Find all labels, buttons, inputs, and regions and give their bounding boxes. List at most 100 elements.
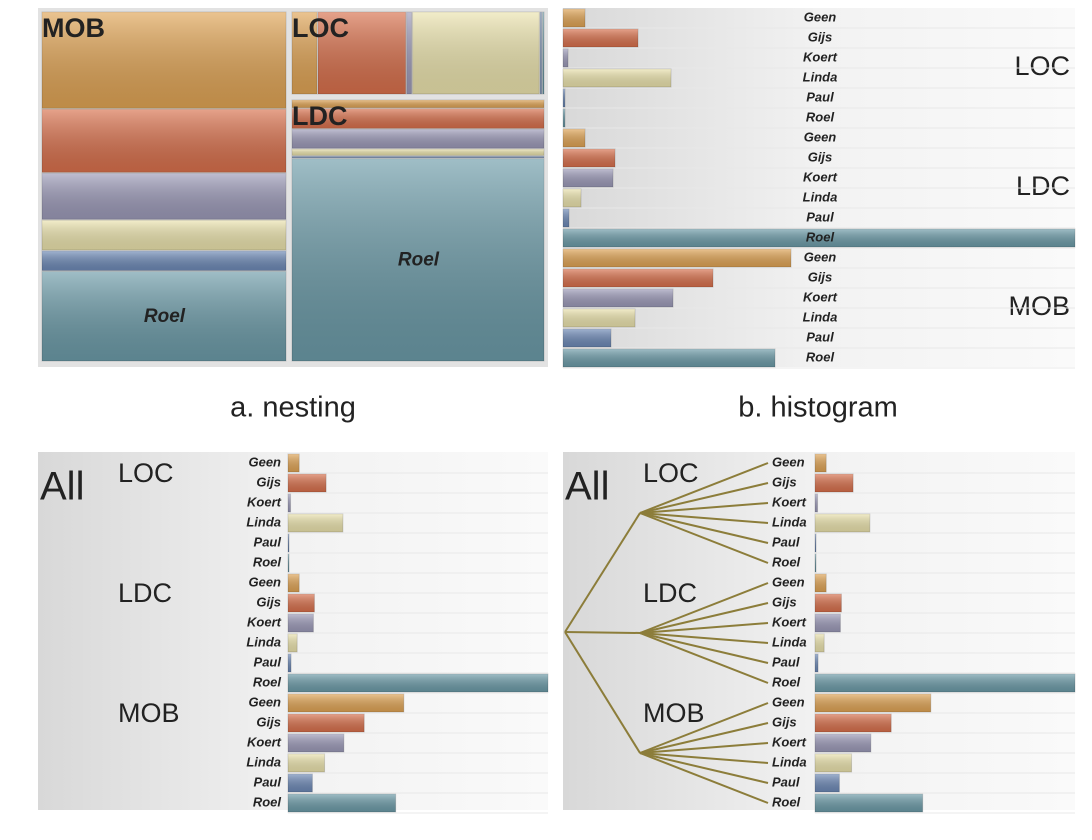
bar-shade <box>292 156 544 158</box>
bar-shade <box>815 694 931 712</box>
bar-shade <box>563 149 615 167</box>
bar-shade <box>563 289 673 307</box>
bar-shade <box>412 12 540 94</box>
row-label: Linda <box>803 189 838 204</box>
bar-shade <box>42 271 286 361</box>
bar-shade <box>563 109 565 127</box>
group-label: MOB <box>118 698 180 728</box>
bar-shade <box>292 149 544 156</box>
row-label: Linda <box>772 514 807 529</box>
row-label: Paul <box>806 209 834 224</box>
row-label: Roel <box>806 229 835 244</box>
bar-shade <box>563 229 1075 247</box>
row-label: Paul <box>254 654 282 669</box>
row-label: Paul <box>806 329 834 344</box>
row-label: Geen <box>804 9 837 24</box>
bar-shade <box>815 614 841 632</box>
tree-edge <box>639 702 769 754</box>
row-label: Paul <box>806 89 834 104</box>
bar-shade <box>42 109 286 173</box>
bar-shade <box>288 734 344 752</box>
row-label: Linda <box>772 634 807 649</box>
row-label: Paul <box>254 534 282 549</box>
bar-shade <box>563 249 791 267</box>
bar-shade <box>815 574 827 592</box>
row-label: Geen <box>772 454 805 469</box>
group-label: MOB <box>643 698 705 728</box>
group-label: LOC <box>118 458 174 488</box>
group-label: LOC <box>1014 51 1070 81</box>
bar-shade <box>318 12 406 94</box>
bar-shade <box>288 514 343 532</box>
bar-shade <box>288 634 298 652</box>
bar-shade <box>815 754 852 772</box>
tree-edge <box>639 632 769 664</box>
tree-edge <box>639 752 769 764</box>
caption: a. nesting <box>230 392 356 424</box>
tree-edge <box>639 582 769 634</box>
tree-edge <box>639 602 769 634</box>
tree-edge <box>639 462 769 514</box>
bar-shade <box>288 754 325 772</box>
cell-label: Roel <box>398 249 440 270</box>
row-label: Gijs <box>808 149 833 164</box>
bar-shade <box>563 309 635 327</box>
row-label: Linda <box>246 514 281 529</box>
row-label: Gijs <box>808 29 833 44</box>
tree-edge <box>639 632 769 644</box>
tree-edge <box>564 512 641 633</box>
row-label: Geen <box>248 574 281 589</box>
group-label: LOC <box>643 458 699 488</box>
bar-shade <box>563 89 565 107</box>
row-label: Linda <box>803 69 838 84</box>
tree-edge <box>639 512 769 524</box>
row-label: Roel <box>253 554 282 569</box>
bar-shade <box>292 158 544 361</box>
root-label: All <box>565 465 609 509</box>
bar-shade <box>815 554 817 572</box>
bar-shade <box>292 100 544 108</box>
bar-shade <box>563 349 775 367</box>
bar-shade <box>815 714 892 732</box>
bar-shade <box>288 494 291 512</box>
bar-shade <box>563 189 581 207</box>
row-label: Geen <box>248 694 281 709</box>
bar-shade <box>540 12 542 94</box>
row-label: Gijs <box>772 474 797 489</box>
bar-shade <box>815 734 871 752</box>
row-label: Roel <box>806 109 835 124</box>
tree-edge <box>639 752 769 784</box>
tree-edge <box>639 512 769 544</box>
bar-shade <box>815 794 923 812</box>
bar-shade <box>288 454 300 472</box>
bar-shade <box>288 774 313 792</box>
row-label: Gijs <box>256 594 281 609</box>
bar-shade <box>292 108 544 129</box>
row-label: Koert <box>803 169 838 184</box>
row-label: Linda <box>246 634 281 649</box>
root-label: All <box>40 465 84 509</box>
row-label: Paul <box>254 774 282 789</box>
row-label: Gijs <box>772 714 797 729</box>
row-label: Roel <box>253 674 282 689</box>
row-label: Koert <box>247 734 282 749</box>
group-label: LDC <box>643 578 697 608</box>
bar-shade <box>292 129 544 149</box>
bar-shade <box>288 474 327 492</box>
group-label: LDC <box>292 101 348 131</box>
bar-shade <box>288 714 365 732</box>
row-label: Paul <box>772 774 800 789</box>
bar-shade <box>42 220 286 251</box>
row-label: Geen <box>772 574 805 589</box>
bar-shade <box>288 794 396 812</box>
bar-shade <box>563 329 611 347</box>
row-label: Paul <box>772 654 800 669</box>
bar-shade <box>815 514 870 532</box>
bar-shade <box>42 251 286 271</box>
bar-shade <box>563 9 585 27</box>
tree-edge <box>639 742 769 754</box>
tree-edge <box>639 502 769 514</box>
row-label: Roel <box>253 794 282 809</box>
bar-shade <box>288 694 404 712</box>
